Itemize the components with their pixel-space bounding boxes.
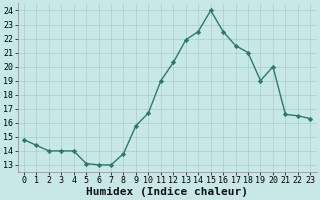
X-axis label: Humidex (Indice chaleur): Humidex (Indice chaleur) [86, 186, 248, 197]
